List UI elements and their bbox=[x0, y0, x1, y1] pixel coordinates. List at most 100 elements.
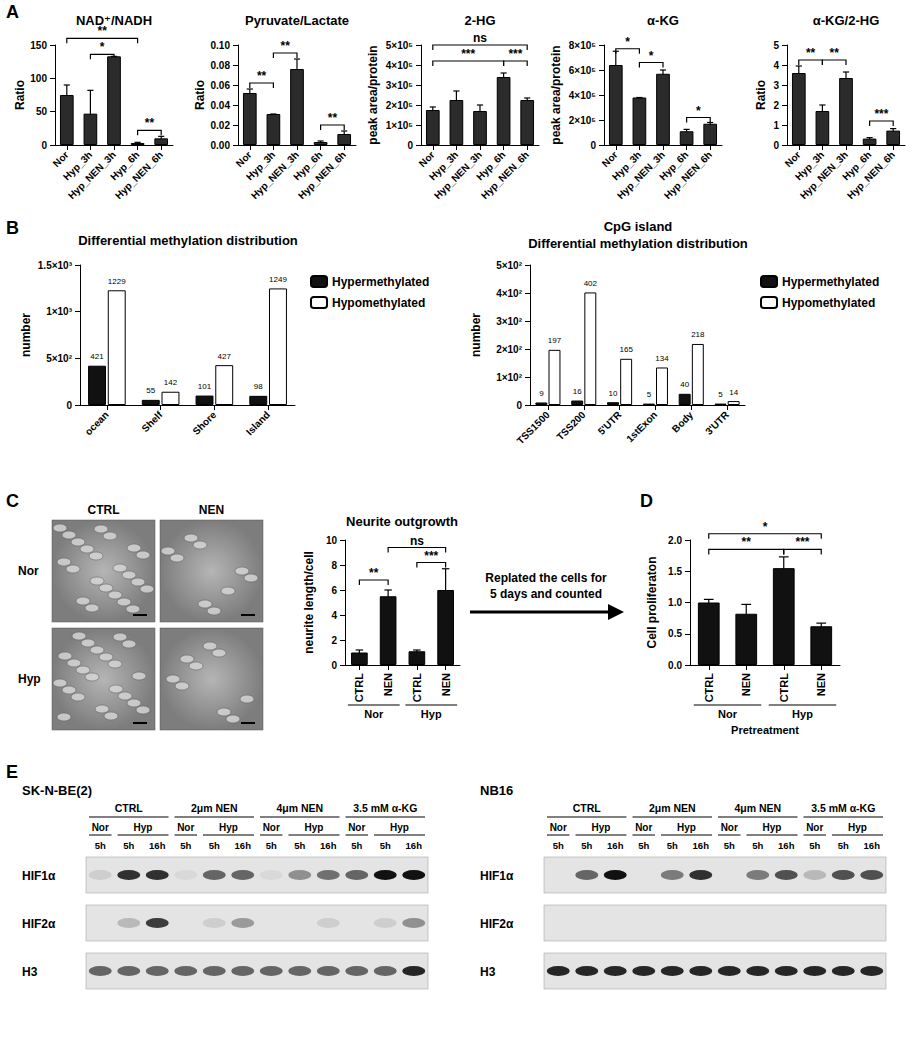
svg-text:HIF2α: HIF2α bbox=[480, 917, 514, 931]
svg-text:5: 5 bbox=[718, 390, 723, 399]
svg-text:5h: 5h bbox=[809, 840, 820, 851]
svg-text:Hyp: Hyp bbox=[792, 708, 813, 720]
svg-text:3: 3 bbox=[773, 80, 779, 91]
svg-text:Hyp: Hyp bbox=[18, 672, 41, 686]
svg-text:Nor: Nor bbox=[177, 822, 194, 833]
svg-text:4μm NEN: 4μm NEN bbox=[734, 802, 781, 814]
svg-text:CTRL: CTRL bbox=[778, 673, 790, 703]
svg-text:α-KG: α-KG bbox=[647, 13, 679, 28]
svg-text:Nor: Nor bbox=[263, 822, 280, 833]
svg-text:**: ** bbox=[281, 39, 291, 53]
svg-text:2×10⁵: 2×10⁵ bbox=[569, 115, 597, 126]
svg-text:8×10⁵: 8×10⁵ bbox=[569, 40, 597, 51]
svg-text:*: * bbox=[696, 104, 701, 118]
svg-text:5: 5 bbox=[647, 390, 652, 399]
svg-text:NEN: NEN bbox=[740, 673, 752, 696]
svg-text:1.5: 1.5 bbox=[668, 566, 682, 577]
svg-text:1249: 1249 bbox=[269, 275, 287, 284]
svg-text:0.04: 0.04 bbox=[211, 100, 231, 111]
svg-text:A: A bbox=[6, 2, 19, 22]
svg-text:4: 4 bbox=[331, 610, 337, 621]
svg-text:NEN: NEN bbox=[199, 503, 224, 517]
svg-text:100: 100 bbox=[30, 73, 47, 84]
svg-text:Cell proliferaton: Cell proliferaton bbox=[645, 556, 659, 648]
svg-text:Hypermethylated: Hypermethylated bbox=[332, 275, 429, 289]
svg-text:H3: H3 bbox=[22, 965, 38, 979]
svg-text:16h: 16h bbox=[607, 840, 624, 851]
svg-text:5h: 5h bbox=[638, 840, 649, 851]
svg-text:Hyp_NEN_6h: Hyp_NEN_6h bbox=[296, 149, 348, 201]
svg-text:5h: 5h bbox=[266, 840, 277, 851]
svg-text:4μm NEN: 4μm NEN bbox=[276, 802, 323, 814]
svg-text:NEN: NEN bbox=[815, 673, 827, 696]
svg-text:Hyp_NEN_6h: Hyp_NEN_6h bbox=[662, 149, 714, 201]
svg-text:CTRL: CTRL bbox=[703, 673, 715, 703]
svg-text:1.5×10³: 1.5×10³ bbox=[38, 260, 73, 271]
svg-text:421: 421 bbox=[90, 352, 104, 361]
svg-text:**: ** bbox=[328, 111, 338, 125]
svg-text:16h: 16h bbox=[778, 840, 795, 851]
svg-text:0: 0 bbox=[590, 140, 596, 151]
svg-text:Nor: Nor bbox=[783, 149, 803, 169]
svg-text:4×10⁵: 4×10⁵ bbox=[569, 90, 597, 101]
svg-text:10: 10 bbox=[609, 389, 618, 398]
svg-text:142: 142 bbox=[164, 378, 178, 387]
svg-text:Replated the cells for: Replated the cells for bbox=[485, 571, 607, 585]
svg-text:55: 55 bbox=[146, 386, 155, 395]
svg-text:CpG island: CpG island bbox=[604, 219, 673, 234]
svg-text:16h: 16h bbox=[406, 840, 423, 851]
svg-text:Nor: Nor bbox=[364, 708, 384, 720]
svg-text:TSS1500: TSS1500 bbox=[515, 409, 553, 447]
svg-text:number: number bbox=[19, 313, 33, 357]
svg-text:E: E bbox=[6, 762, 18, 782]
svg-text:CTRL: CTRL bbox=[353, 673, 365, 703]
svg-text:***: *** bbox=[424, 549, 438, 563]
svg-text:Hypomethylated: Hypomethylated bbox=[782, 296, 875, 310]
svg-text:Nor: Nor bbox=[806, 822, 823, 833]
svg-text:**: ** bbox=[742, 535, 752, 549]
svg-text:**: ** bbox=[145, 116, 155, 130]
svg-text:Hyp: Hyp bbox=[421, 708, 442, 720]
svg-text:16h: 16h bbox=[149, 840, 166, 851]
svg-text:α-KG/2-HG: α-KG/2-HG bbox=[813, 13, 880, 28]
svg-text:150: 150 bbox=[30, 40, 47, 51]
svg-text:Nor: Nor bbox=[234, 149, 254, 169]
svg-text:5h: 5h bbox=[180, 840, 191, 851]
svg-text:peak area/protein: peak area/protein bbox=[366, 45, 380, 144]
svg-text:427: 427 bbox=[218, 352, 232, 361]
svg-text:5h: 5h bbox=[724, 840, 735, 851]
svg-text:0: 0 bbox=[66, 400, 72, 411]
svg-text:0.08: 0.08 bbox=[211, 60, 231, 71]
svg-text:40: 40 bbox=[680, 380, 689, 389]
svg-text:3×10²: 3×10² bbox=[496, 316, 523, 327]
svg-text:***: *** bbox=[461, 47, 475, 61]
svg-text:CTRL: CTRL bbox=[573, 802, 602, 814]
svg-text:5h: 5h bbox=[667, 840, 678, 851]
svg-text:98: 98 bbox=[254, 382, 263, 391]
svg-text:Nor: Nor bbox=[718, 708, 738, 720]
svg-text:Hyp: Hyp bbox=[390, 822, 409, 833]
svg-text:Body: Body bbox=[670, 409, 696, 435]
svg-text:B: B bbox=[6, 218, 19, 238]
svg-text:16: 16 bbox=[573, 387, 582, 396]
svg-text:TSS200: TSS200 bbox=[554, 409, 588, 443]
svg-text:NAD⁺/NADH: NAD⁺/NADH bbox=[76, 13, 152, 28]
svg-text:*: * bbox=[625, 35, 630, 49]
svg-text:peak area/protein: peak area/protein bbox=[549, 45, 563, 144]
svg-text:NEN: NEN bbox=[440, 673, 452, 696]
svg-text:Hypomethylated: Hypomethylated bbox=[332, 296, 425, 310]
svg-text:**: ** bbox=[257, 69, 267, 83]
svg-text:0: 0 bbox=[773, 140, 779, 151]
svg-text:3.5 mM α-KG: 3.5 mM α-KG bbox=[811, 802, 875, 814]
svg-text:Nor: Nor bbox=[721, 822, 738, 833]
svg-text:5h: 5h bbox=[553, 840, 564, 851]
svg-text:Hypermethylated: Hypermethylated bbox=[782, 275, 879, 289]
svg-text:Hyp_NEN_6h: Hyp_NEN_6h bbox=[845, 149, 897, 201]
svg-text:16h: 16h bbox=[864, 840, 881, 851]
svg-text:5h: 5h bbox=[294, 840, 305, 851]
svg-text:1×10²: 1×10² bbox=[496, 372, 523, 383]
svg-text:10: 10 bbox=[326, 535, 338, 546]
svg-text:CTRL: CTRL bbox=[115, 802, 144, 814]
svg-text:3.5 mM α-KG: 3.5 mM α-KG bbox=[353, 802, 417, 814]
svg-text:C: C bbox=[6, 491, 19, 511]
